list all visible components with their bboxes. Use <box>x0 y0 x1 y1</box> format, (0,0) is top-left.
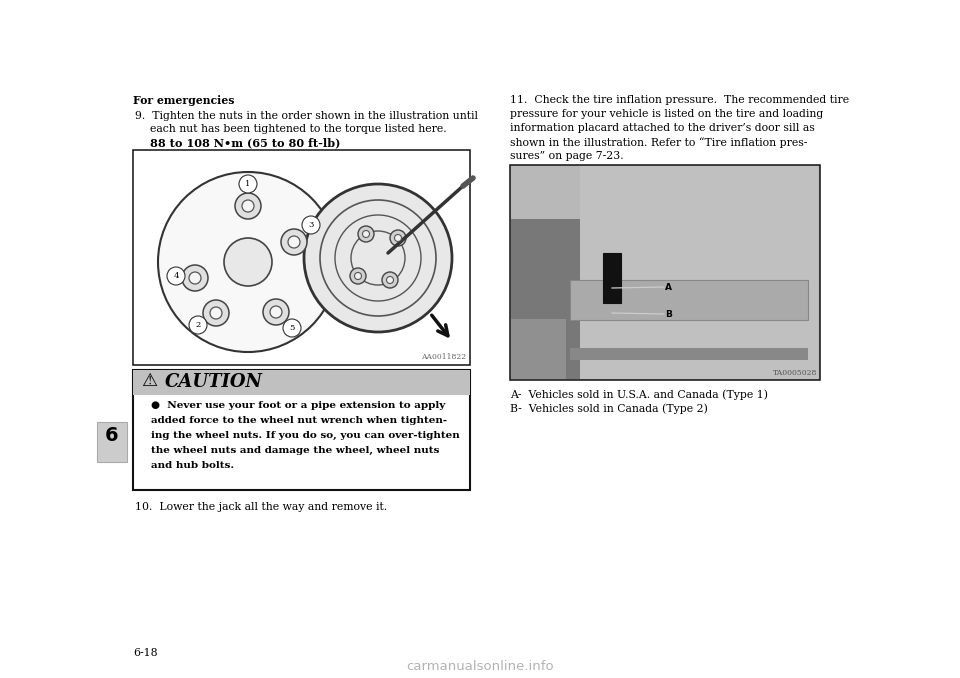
Circle shape <box>363 231 370 237</box>
Circle shape <box>235 193 261 219</box>
Text: 1: 1 <box>246 180 251 188</box>
Text: 5: 5 <box>289 324 295 332</box>
Text: and hub bolts.: and hub bolts. <box>151 461 234 470</box>
Circle shape <box>203 300 229 326</box>
Text: the wheel nuts and damage the wheel, wheel nuts: the wheel nuts and damage the wheel, whe… <box>151 446 440 455</box>
Text: A: A <box>665 283 672 292</box>
Circle shape <box>189 272 201 284</box>
Circle shape <box>358 226 374 242</box>
Text: ing the wheel nuts. If you do so, you can over-tighten: ing the wheel nuts. If you do so, you ca… <box>151 431 460 440</box>
Text: 9.  Tighten the nuts in the order shown in the illustration until: 9. Tighten the nuts in the order shown i… <box>135 111 478 121</box>
Circle shape <box>302 216 320 234</box>
Circle shape <box>239 175 257 193</box>
Circle shape <box>189 316 207 334</box>
Circle shape <box>210 307 222 319</box>
Circle shape <box>395 235 401 241</box>
Text: sures” on page 7-23.: sures” on page 7-23. <box>510 151 624 161</box>
Text: 11.  Check the tire inflation pressure.  The recommended tire: 11. Check the tire inflation pressure. T… <box>510 95 850 105</box>
Text: carmanualsonline.info: carmanualsonline.info <box>406 660 554 673</box>
Circle shape <box>382 272 398 288</box>
Text: 88 to 108 N•m (65 to 80 ft-lb): 88 to 108 N•m (65 to 80 ft-lb) <box>150 137 341 148</box>
Text: 10.  Lower the jack all the way and remove it.: 10. Lower the jack all the way and remov… <box>135 502 387 512</box>
Circle shape <box>281 229 307 255</box>
Bar <box>133 370 470 395</box>
Circle shape <box>283 319 301 337</box>
Bar <box>511 219 601 379</box>
Circle shape <box>158 172 338 352</box>
Text: CAUTION: CAUTION <box>165 373 263 391</box>
Circle shape <box>242 200 254 212</box>
Circle shape <box>224 238 272 286</box>
Text: TA0005028: TA0005028 <box>773 369 817 377</box>
Text: ⚠: ⚠ <box>141 372 157 390</box>
Circle shape <box>263 299 289 325</box>
Text: 4: 4 <box>173 272 179 280</box>
Text: 6-18: 6-18 <box>133 648 157 658</box>
Bar <box>133 370 470 490</box>
Circle shape <box>288 236 300 248</box>
Bar <box>97 422 127 462</box>
Text: pressure for your vehicle is listed on the tire and loading: pressure for your vehicle is listed on t… <box>510 109 824 119</box>
Text: For emergencies: For emergencies <box>133 95 234 106</box>
Text: 2: 2 <box>196 321 201 329</box>
Text: AA0011822: AA0011822 <box>420 353 466 361</box>
Circle shape <box>350 268 366 284</box>
Bar <box>580 166 818 379</box>
Circle shape <box>390 230 406 246</box>
Text: 6: 6 <box>106 426 119 445</box>
Bar <box>603 253 621 303</box>
Circle shape <box>354 273 362 279</box>
Text: each nut has been tightened to the torque listed here.: each nut has been tightened to the torqu… <box>150 124 446 134</box>
Bar <box>133 150 470 365</box>
Text: A-  Vehicles sold in U.S.A. and Canada (Type 1): A- Vehicles sold in U.S.A. and Canada (T… <box>510 389 768 399</box>
Text: ●  Never use your foot or a pipe extension to apply: ● Never use your foot or a pipe extensio… <box>151 401 445 410</box>
Bar <box>570 280 808 320</box>
Circle shape <box>167 267 185 285</box>
Text: added force to the wheel nut wrench when tighten-: added force to the wheel nut wrench when… <box>151 416 447 425</box>
Circle shape <box>304 184 452 332</box>
Text: B-  Vehicles sold in Canada (Type 2): B- Vehicles sold in Canada (Type 2) <box>510 403 708 414</box>
Circle shape <box>270 306 282 318</box>
Text: shown in the illustration. Refer to “Tire inflation pres-: shown in the illustration. Refer to “Tir… <box>510 137 807 148</box>
Circle shape <box>387 277 394 283</box>
Circle shape <box>182 265 208 291</box>
Text: information placard attached to the driver’s door sill as: information placard attached to the driv… <box>510 123 815 133</box>
Text: 3: 3 <box>308 221 314 229</box>
Bar <box>570 348 808 360</box>
Text: B: B <box>665 310 672 319</box>
Bar <box>510 165 820 380</box>
Bar <box>511 319 566 379</box>
